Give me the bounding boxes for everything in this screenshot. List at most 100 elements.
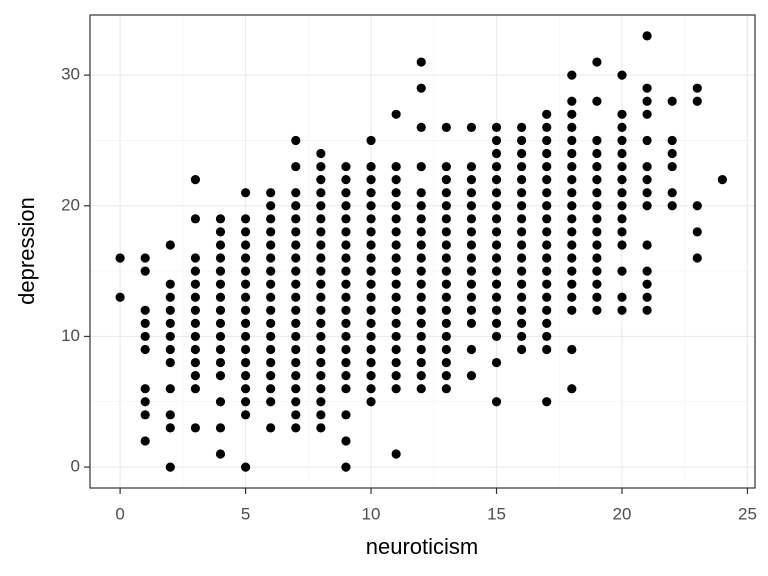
point (266, 214, 276, 224)
point (316, 344, 326, 355)
point (517, 214, 527, 224)
point (140, 331, 150, 342)
point (190, 331, 200, 342)
point (517, 240, 527, 250)
point (215, 318, 226, 328)
point (266, 357, 276, 368)
point (542, 175, 552, 185)
point (215, 266, 226, 276)
point (266, 201, 276, 211)
point (341, 384, 351, 394)
point (366, 384, 376, 394)
point (240, 253, 251, 263)
point (567, 384, 577, 394)
point (491, 279, 502, 289)
point (491, 253, 502, 263)
point (341, 344, 351, 355)
point (517, 122, 527, 132)
point (567, 305, 577, 315)
point (291, 410, 301, 420)
point (466, 175, 477, 185)
point (341, 227, 351, 237)
point (140, 305, 150, 315)
point (316, 410, 326, 420)
point (642, 109, 652, 119)
point (542, 148, 552, 159)
point (215, 344, 226, 355)
point (592, 161, 602, 172)
point (115, 292, 125, 302)
point (341, 161, 351, 172)
point (291, 423, 301, 433)
point (391, 305, 401, 315)
point (441, 357, 451, 368)
point (466, 371, 477, 381)
point (717, 175, 727, 185)
point (215, 331, 226, 342)
point (617, 266, 627, 276)
point (341, 436, 351, 446)
x-tick-label: 15 (487, 504, 506, 523)
point (517, 253, 527, 263)
point (567, 292, 577, 302)
point (366, 344, 376, 355)
point (165, 462, 175, 472)
point (316, 305, 326, 315)
point (416, 253, 426, 263)
point (542, 135, 552, 146)
point (491, 161, 502, 172)
point (617, 70, 627, 80)
point (291, 292, 301, 302)
point (592, 96, 602, 106)
point (240, 344, 251, 355)
point (542, 122, 552, 132)
point (366, 135, 376, 146)
point (692, 83, 702, 93)
point (642, 266, 652, 276)
point (517, 148, 527, 159)
point (366, 175, 376, 185)
point (517, 188, 527, 198)
point (567, 201, 577, 211)
point (466, 161, 477, 172)
point (366, 240, 376, 250)
point (391, 318, 401, 328)
point (266, 371, 276, 381)
point (291, 318, 301, 328)
point (567, 135, 577, 146)
point (165, 357, 175, 368)
point (491, 292, 502, 302)
point (416, 344, 426, 355)
point (617, 161, 627, 172)
point (517, 135, 527, 146)
point (542, 253, 552, 263)
point (491, 214, 502, 224)
point (466, 122, 477, 132)
point (366, 397, 376, 407)
point (592, 57, 602, 67)
point (491, 331, 502, 342)
point (416, 188, 426, 198)
point (341, 175, 351, 185)
point (391, 161, 401, 172)
point (366, 305, 376, 315)
point (190, 318, 200, 328)
point (642, 175, 652, 185)
point (316, 423, 326, 433)
y-tick-label: 20 (61, 195, 80, 214)
point (692, 253, 702, 263)
point (316, 188, 326, 198)
point (517, 305, 527, 315)
point (542, 227, 552, 237)
point (441, 122, 451, 132)
point (240, 462, 251, 472)
point (316, 201, 326, 211)
point (240, 371, 251, 381)
point (341, 305, 351, 315)
point (491, 175, 502, 185)
point (441, 175, 451, 185)
point (316, 371, 326, 381)
point (316, 384, 326, 394)
point (341, 201, 351, 211)
